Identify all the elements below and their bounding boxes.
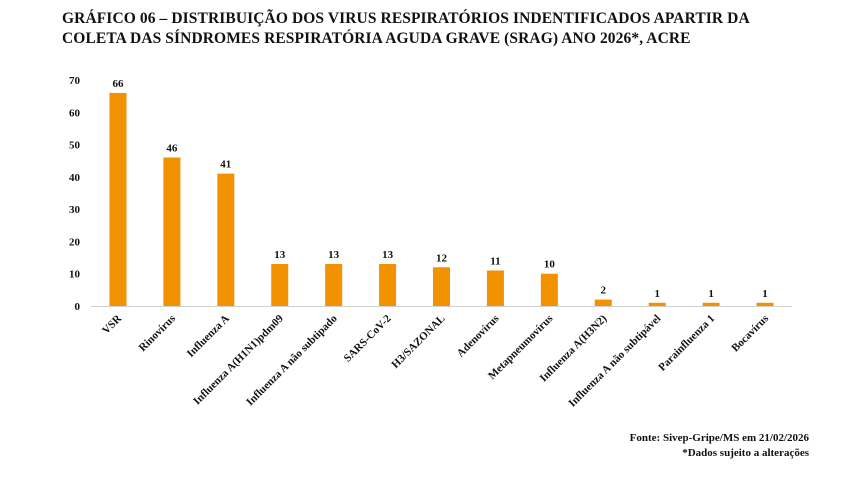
bar (540, 273, 558, 306)
note-text: *Dados sujeito a alterações (682, 447, 809, 459)
bar (325, 264, 343, 306)
x-tick-label: SARS-CoV-2 (342, 312, 394, 364)
source-block: Fonte: Sivep-Gripe/MS em 21/02/2026 *Dad… (630, 431, 809, 461)
data-label: 1 (708, 288, 714, 300)
data-label: 2 (601, 285, 607, 297)
data-label: 13 (274, 249, 286, 261)
bar (486, 270, 504, 306)
x-tick-label: Influenza A(H1N1)pdm09 (191, 312, 286, 407)
chart-title: GRÁFICO 06 – DISTRIBUIÇÃO DOS VIRUS RESP… (62, 9, 832, 49)
y-tick-label: 40 (69, 172, 81, 184)
y-tick-label: 60 (69, 107, 81, 119)
bar (433, 267, 450, 306)
x-tick-label: Influenza A (185, 313, 232, 360)
bar (594, 299, 612, 306)
bar (648, 302, 666, 306)
source-text: Fonte: Sivep-Gripe/MS em 21/02/2026 (629, 432, 809, 444)
x-tick-label: Rinovírus (137, 312, 179, 354)
data-label: 13 (328, 249, 340, 261)
bar (163, 157, 181, 306)
x-tick-label: Parainfluenza 1 (656, 313, 717, 374)
chart-title-line-1: GRÁFICO 06 – DISTRIBUIÇÃO DOS VIRUS RESP… (62, 10, 750, 27)
y-tick-label: 70 (69, 75, 81, 87)
x-tick-label: Influenza A não subtipado (244, 312, 340, 408)
data-label: 12 (436, 252, 448, 264)
bar (756, 302, 774, 306)
data-label: 41 (220, 159, 231, 171)
bar (217, 173, 235, 306)
y-tick-label: 20 (69, 236, 81, 248)
data-label: 1 (762, 288, 768, 300)
bar (271, 264, 289, 306)
x-tick-label: VSR (100, 312, 125, 337)
bar (109, 92, 127, 307)
x-tick-label: Influenza A não subtipável (566, 313, 663, 410)
data-label: 1 (654, 288, 660, 300)
data-label: 10 (544, 259, 556, 271)
data-label: 46 (166, 142, 178, 154)
bar (379, 264, 397, 306)
x-tick-label: Adenovírus (455, 312, 502, 359)
y-tick-label: 0 (75, 301, 81, 313)
data-label: 66 (112, 78, 124, 90)
data-label: 13 (382, 249, 394, 261)
data-label: 11 (490, 255, 500, 267)
chart-title-line-2: COLETA DAS SÍNDROMES RESPIRATÓRIA AGUDA … (62, 30, 691, 47)
y-tick-label: 10 (69, 269, 81, 281)
y-tick-label: 50 (69, 140, 81, 152)
x-tick-label: H3/SAZONAL (389, 313, 447, 371)
y-tick-label: 30 (69, 204, 81, 216)
bar (702, 302, 720, 306)
x-tick-label: Bocavírus (729, 312, 771, 354)
